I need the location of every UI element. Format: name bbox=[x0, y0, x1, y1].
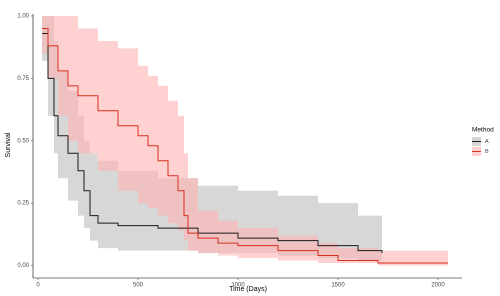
x-tick-label: 1000 bbox=[231, 283, 245, 289]
y-tick-label: 1.00 bbox=[17, 14, 29, 20]
survival-line bbox=[42, 33, 383, 253]
y-tick-label: 0.50 bbox=[17, 138, 29, 144]
confidence-band bbox=[42, 16, 382, 263]
y-axis-label: Survival bbox=[5, 132, 12, 157]
x-tick-label: 1500 bbox=[331, 283, 345, 289]
legend-label: B bbox=[485, 149, 489, 155]
y-tick-label: 0.00 bbox=[17, 263, 29, 269]
legend-title: Method bbox=[472, 127, 494, 134]
y-tick-label: 0.75 bbox=[17, 76, 29, 82]
x-axis-label: Time (Days) bbox=[229, 286, 267, 293]
confidence-band bbox=[42, 16, 448, 266]
y-tick-label: 0.25 bbox=[17, 201, 29, 207]
survival-line bbox=[42, 28, 448, 264]
x-tick-label: 0 bbox=[36, 283, 40, 289]
x-tick-label: 2000 bbox=[431, 283, 445, 289]
legend-label: A bbox=[485, 139, 489, 145]
x-tick-label: 500 bbox=[133, 283, 144, 289]
